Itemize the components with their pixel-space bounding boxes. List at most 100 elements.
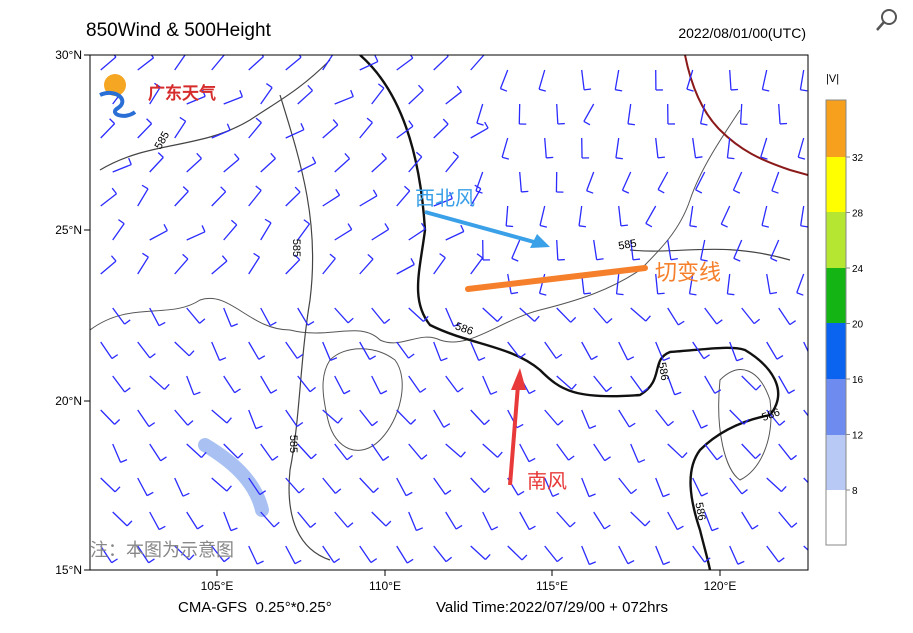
wind-barb [667,443,683,459]
wind-barb [695,171,706,191]
wind-barb-flag [534,315,540,322]
wind-barb [729,69,732,91]
wind-barb-flag [410,258,415,265]
wind-barb [618,477,632,495]
wind-barb-flag [330,357,338,362]
wind-barb [581,69,585,90]
wind-barb-flag [771,190,779,194]
wind-barb-flag [296,421,304,428]
wind-barb-flag [406,558,414,564]
wind-barb [519,443,530,463]
wind-barb [112,443,122,463]
wind-barb [470,257,484,275]
wind-barb-flag [372,487,379,494]
wind-barb [470,409,485,426]
wind-barb-flag [818,554,823,559]
wind-barb-flag [569,521,576,528]
wind-barb-flag [741,489,748,495]
wind-barb [618,545,629,565]
wind-barb [729,341,738,361]
wind-barb [445,307,455,327]
wind-barb [445,375,459,393]
wind-barb-flag [628,422,636,428]
wind-barb [655,341,664,361]
wind-barb-flag [444,489,452,495]
wind-barb-flag [111,558,118,564]
contour-label: 585 [290,239,302,257]
wind-barb [482,511,493,531]
logo: 广东天气 [99,74,216,118]
wind-barb [260,222,272,241]
wind-barb [433,55,449,71]
wind-barb-flag [657,188,665,194]
wind-barb-flag [670,257,678,261]
wind-barb [544,137,547,158]
lat-label: 15°N [55,563,82,577]
wind-barb-flag [294,254,301,261]
wind-barb-flag [120,459,128,463]
contour-label: 586 [760,406,781,424]
contour-label: 585 [153,130,173,152]
wind-barb-flag [158,525,166,531]
wind-barb [505,205,509,226]
wind-barb-flag [816,422,822,426]
wind-barb [499,69,509,89]
colorbar-tick-label: 24 [852,264,864,275]
wind-barb-flag [681,452,688,459]
wind-barb-flag [711,527,719,532]
wind-barb-flag [818,488,823,493]
wind-barb-flag [415,151,423,158]
wind-barb [285,191,301,207]
wind-barb-flag [484,553,491,560]
wind-barb [371,443,384,461]
wind-barb [741,375,757,391]
wind-barb-flag [196,152,202,159]
wind-barb-flag [778,557,785,563]
wind-barb-flag [596,258,604,261]
wind-barb-flag [418,84,424,91]
wind-barb-flag [457,387,464,393]
wind-barb [334,95,354,105]
wind-barb-flag [303,219,310,225]
wind-barb-flag [148,558,155,564]
wind-barb [816,240,817,260]
wind-barb-flag [483,419,490,426]
wind-barb [211,409,228,424]
wind-barb [433,257,446,275]
wind-barb [686,69,694,90]
wind-barb [761,205,768,226]
wind-barb-flag [663,357,671,362]
wind-barb [593,511,605,530]
wind-barb-flag [113,55,117,58]
wind-barb-flag [753,318,761,325]
wind-barb-flag [519,353,526,359]
wind-barb-flag [586,190,594,194]
wind-barb-flag [770,257,778,262]
wind-barb [297,90,313,105]
search-icon[interactable] [876,9,897,31]
wind-barb-flag [751,524,759,530]
wind-barb [803,409,808,417]
wind-barb-flag [605,386,613,393]
wind-barb-flag [219,357,227,362]
wind-barb [223,224,238,241]
wind-barb-flag [269,321,277,327]
wind-barb-flag [300,123,305,130]
wind-barb [688,273,694,294]
wind-barb-flag [667,420,674,427]
wind-barb-flag [812,357,818,360]
wind-barb-flag [421,454,428,460]
wind-barb-flag [141,184,149,190]
wind-barb [593,443,606,462]
wind-barb-flag [632,258,641,261]
wind-barb-flag [180,50,186,54]
wind-barb-flag [258,355,266,360]
wind-barb [803,477,808,484]
wind-barb [149,156,164,173]
wind-barb-flag [445,556,453,563]
wind-barb-flag [743,418,750,425]
contour-label: 586 [453,320,474,338]
wind-barb-flag [188,554,195,561]
wind-barb-flag [733,189,741,194]
wind-barb [359,341,371,360]
